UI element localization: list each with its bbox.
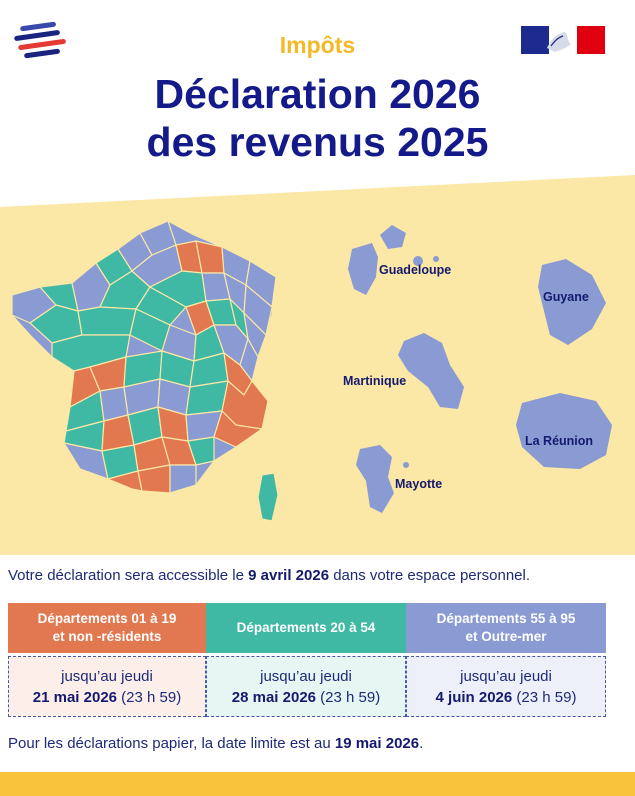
column-header-3-line-1: Départements 55 à 95 (436, 611, 576, 626)
intro-text: Votre déclaration sera accessible le 9 a… (8, 567, 633, 584)
column-header-2-line-1: Départements 20 à 54 (236, 620, 376, 635)
deadline-1-date: 21 mai 2026 (32, 688, 118, 706)
paper-deadline-note: Pour les déclarations papier, la date li… (8, 735, 633, 752)
deadline-1-time: (23 h 59) (117, 688, 182, 706)
kicker-title: Impôts (279, 32, 356, 58)
deadline-3-date: 4 juin 2026 (435, 688, 513, 706)
label-guyane: Guyane (543, 290, 589, 304)
deadline-box-2: jusqu’au jeudi 28 mai 2026 (23 h 59) (206, 656, 406, 717)
label-martinique: Martinique (343, 374, 407, 388)
marianne-flag-logo (521, 26, 605, 54)
footnote-after: . (419, 735, 424, 752)
intro-date: 9 avril 2026 (248, 567, 330, 584)
footnote-date: 19 mai 2026 (334, 735, 420, 752)
deadline-box-1: jusqu’au jeudi 21 mai 2026 (23 h 59) (8, 656, 206, 717)
map-band (0, 175, 635, 555)
deadline-2-line: jusqu’au jeudi (260, 667, 352, 685)
label-reunion: La Réunion (525, 434, 594, 448)
intro-after: dans votre espace personnel. (329, 567, 531, 584)
deadline-2-time: (23 h 59) (316, 688, 381, 706)
intro-before: Votre déclaration sera accessible le (8, 567, 249, 584)
page-title: Déclaration 2026 des revenus 2025 (0, 70, 635, 166)
bottom-bar (0, 772, 635, 796)
deadline-box-3: jusqu’au jeudi 4 juin 2026 (23 h 59) (406, 656, 606, 717)
deadline-3-line: jusqu’au jeudi (460, 667, 552, 685)
column-header-3: Départements 55 à 95 et Outre-mer (406, 603, 606, 653)
label-mayotte: Mayotte (395, 477, 443, 491)
title-line-1: Déclaration 2026 (154, 71, 481, 117)
footnote-before: Pour les déclarations papier, la date li… (8, 735, 335, 752)
deadline-2-date: 28 mai 2026 (231, 688, 317, 706)
overseas-map (348, 225, 612, 513)
deadline-1-line: jusqu’au jeudi (61, 667, 153, 685)
column-header-1-line-2: et non -résidents (52, 629, 162, 644)
column-header-2: Départements 20 à 54 (206, 603, 406, 653)
title-line-2: des revenus 2025 (146, 119, 489, 165)
column-header-1: Départements 01 à 19 et non -résidents (8, 603, 206, 653)
impots-gouv-logo (14, 22, 66, 59)
france-map (11, 220, 279, 522)
label-guadeloupe: Guadeloupe (379, 263, 452, 277)
column-header-1-line-1: Départements 01 à 19 (37, 611, 177, 626)
deadline-3-time: (23 h 59) (512, 688, 577, 706)
column-header-3-line-2: et Outre-mer (465, 629, 547, 644)
